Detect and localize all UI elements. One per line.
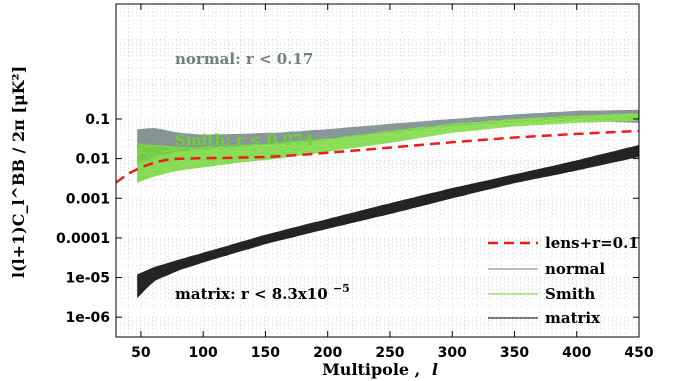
realization-Smith <box>137 116 640 163</box>
realization-Smith <box>137 119 640 183</box>
legend-label-lens: lens+r=0.1 <box>545 234 639 252</box>
band-matrix <box>136 144 640 299</box>
annotation-normal: normal: r < 0.17 <box>175 50 313 68</box>
band-fill-matrix <box>137 145 639 299</box>
x-tick-label: 400 <box>562 345 591 361</box>
y-tick-label: 0.1 <box>85 112 110 128</box>
realization-Smith <box>137 114 640 158</box>
legend: lens+r=0.1 normal Smith matrix <box>488 234 639 327</box>
x-axis-label: Multipole , l <box>322 360 438 379</box>
x-tick-label: 200 <box>313 345 342 361</box>
plot-frame <box>115 3 640 338</box>
data-lines <box>115 129 640 184</box>
legend-label-normal: normal <box>545 260 605 278</box>
data-bands <box>136 109 640 299</box>
x-tick-label: 250 <box>375 345 404 361</box>
band-Smith <box>136 113 640 183</box>
y-tick-label: 1e-05 <box>65 271 110 287</box>
realization-normal <box>137 110 640 138</box>
legend-label-smith: Smith <box>545 285 595 303</box>
realization-normal <box>137 111 640 141</box>
realization-Smith <box>137 113 640 150</box>
x-tick-label: 300 <box>438 345 467 361</box>
axis-ticks <box>116 4 640 337</box>
realization-Smith <box>136 114 640 155</box>
band-fill-Smith <box>137 113 639 183</box>
x-tick-labels: 50 100 150 200 250 300 350 400 450 <box>131 345 654 361</box>
y-tick-labels: 1e-06 1e-05 0.0001 0.001 0.01 0.1 <box>56 112 110 326</box>
x-tick-label: 100 <box>189 345 218 361</box>
realization-Smith <box>137 116 640 167</box>
y-tick-label: 0.0001 <box>56 231 110 247</box>
annotation-smith: Smith: r < 0.074 <box>175 131 314 149</box>
realization-matrix <box>137 144 640 275</box>
y-tick-label: 0.001 <box>66 191 110 207</box>
legend-label-matrix: matrix <box>545 309 601 327</box>
x-tick-label: 50 <box>131 345 151 361</box>
x-tick-label: 350 <box>500 345 529 361</box>
y-tick-label: 0.01 <box>75 152 110 168</box>
realization-matrix <box>137 149 640 280</box>
y-tick-label: 1e-06 <box>65 310 110 326</box>
y-axis-label: l(l+1)C_l^BB / 2π [μK²] <box>9 66 28 278</box>
series-line-lens+r=0.1 <box>115 129 640 184</box>
x-tick-label: 450 <box>624 345 653 361</box>
realization-matrix <box>137 153 640 291</box>
x-tick-label: 150 <box>251 345 280 361</box>
realization-Smith <box>137 118 640 175</box>
realization-Smith <box>136 116 640 173</box>
annotation-matrix: matrix: r < 8.3x10 −5 <box>175 282 350 303</box>
